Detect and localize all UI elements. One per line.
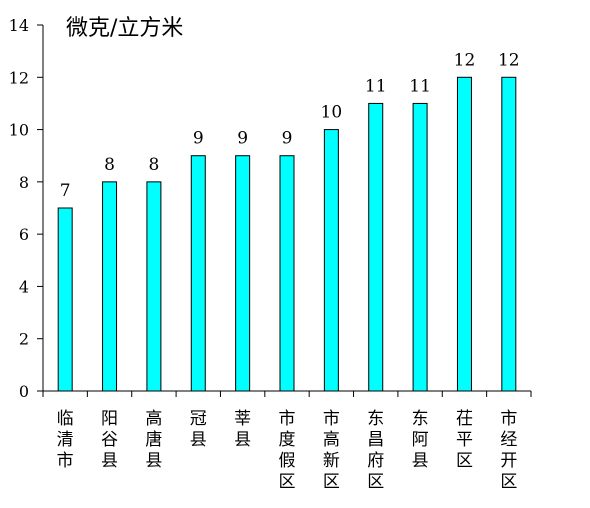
- y-tick-label: 14: [9, 16, 29, 35]
- bar: [190, 155, 206, 392]
- y-axis: 0 2 4 6 8 10 12 14: [9, 16, 44, 401]
- data-label: 8: [148, 155, 159, 175]
- bar: [501, 76, 517, 392]
- bar: [456, 76, 472, 392]
- category-label: 市经开区: [500, 409, 517, 492]
- category-label: 高唐县: [145, 409, 162, 471]
- category-label: 茌平区: [456, 409, 473, 471]
- data-labels: 7 8 8 9 9 9 10 11 11 12 12: [60, 50, 520, 201]
- data-label: 8: [104, 155, 115, 175]
- bar: [323, 129, 339, 392]
- bar: [146, 181, 162, 392]
- category-label: 莘县: [234, 409, 251, 450]
- y-tick-label: 2: [19, 330, 29, 349]
- bar: [412, 102, 428, 392]
- category-label: 东阿县: [412, 409, 429, 471]
- category-label: 市高新区: [323, 409, 340, 492]
- bar: [368, 102, 384, 392]
- y-tick-label: 10: [9, 121, 29, 140]
- bar: [235, 155, 251, 392]
- data-label: 9: [282, 129, 293, 149]
- data-label: 11: [365, 76, 387, 96]
- data-label: 9: [193, 129, 204, 149]
- bar: [102, 181, 118, 392]
- data-label: 9: [237, 129, 248, 149]
- y-tick-label: 8: [19, 173, 29, 192]
- bar: [279, 155, 295, 392]
- x-axis: [42, 390, 532, 397]
- y-tick-label: 6: [19, 225, 29, 244]
- category-label: 冠县: [190, 409, 207, 450]
- data-label: 12: [498, 50, 520, 70]
- data-label: 12: [454, 50, 476, 70]
- category-label: 临清市: [57, 409, 74, 471]
- category-label: 市度假区: [279, 409, 296, 492]
- data-label: 7: [60, 181, 71, 201]
- category-label: 阳谷县: [101, 409, 118, 471]
- data-label: 10: [321, 103, 343, 123]
- data-label: 11: [409, 76, 431, 96]
- y-tick-label: 0: [19, 382, 29, 401]
- y-axis-unit-label: 微克/立方米: [66, 16, 183, 41]
- bar-series: [57, 76, 517, 392]
- bar: [57, 207, 73, 392]
- y-tick-label: 4: [19, 277, 29, 296]
- y-tick-label: 12: [9, 68, 29, 87]
- category-label: 东昌府区: [367, 409, 384, 492]
